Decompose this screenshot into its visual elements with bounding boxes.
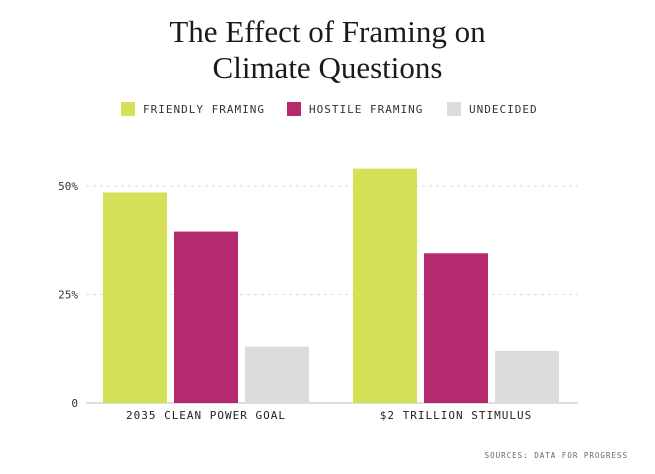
legend-label-undecided: UNDECIDED <box>469 102 538 116</box>
bar-1-2 <box>495 350 559 403</box>
y-tick-label-1: 25% <box>58 289 78 302</box>
chart-title-line-1: The Effect of Framing on <box>169 14 486 49</box>
bar-1-1 <box>424 253 488 403</box>
legend-label-hostile: HOSTILE FRAMING <box>309 102 424 116</box>
legend-label-friendly: FRIENDLY FRAMING <box>143 102 265 116</box>
bar-0-1 <box>174 231 238 403</box>
x-category-label-1: $2 TRILLION STIMULUS <box>380 409 532 422</box>
legend-item-undecided: UNDECIDED <box>447 102 538 116</box>
y-tick-label-2: 50% <box>58 180 78 193</box>
legend-item-hostile: HOSTILE FRAMING <box>287 102 423 116</box>
x-category-label-0: 2035 CLEAN POWER GOAL <box>126 409 286 422</box>
source-note: SOURCES: DATA FOR PROGRESS <box>484 451 628 460</box>
y-tick-label-0: 0 <box>71 397 78 410</box>
bar-0-2 <box>245 346 309 403</box>
chart-title-line-2: Climate Questions <box>212 50 443 85</box>
legend-item-friendly: FRIENDLY FRAMING <box>121 102 265 116</box>
legend-swatch-undecided <box>447 102 461 116</box>
legend-swatch-friendly <box>121 102 135 116</box>
legend-swatch-hostile <box>287 102 301 116</box>
bar-1-0 <box>353 168 417 403</box>
bar-0-0 <box>103 192 167 403</box>
